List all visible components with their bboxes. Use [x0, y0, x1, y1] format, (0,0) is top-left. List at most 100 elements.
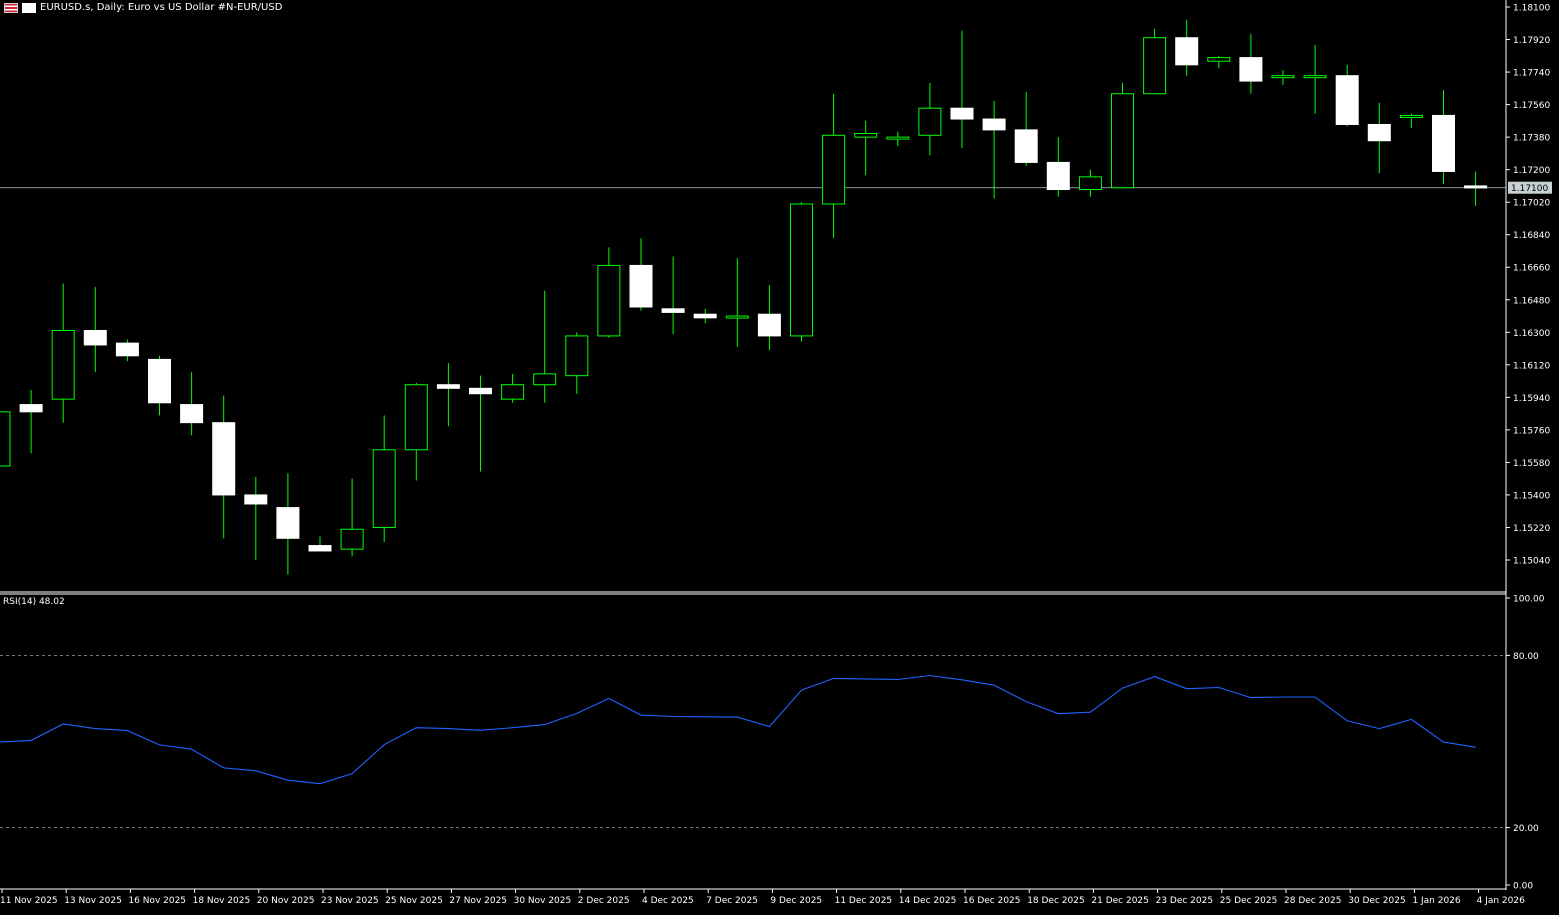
- candle[interactable]: [533, 290, 557, 403]
- candle-body-bear: [982, 118, 1006, 131]
- price-tick-label: 1.16660: [1513, 264, 1550, 274]
- candle[interactable]: [340, 478, 364, 557]
- candle[interactable]: [1175, 19, 1199, 76]
- rsi-series-line[interactable]: [0, 674, 1476, 785]
- candle[interactable]: [1239, 34, 1263, 94]
- candle-body-bull: [1271, 75, 1295, 79]
- chart-menu-icon[interactable]: [22, 2, 36, 13]
- candle-body-bull: [918, 107, 942, 136]
- candle-body-bear: [1239, 57, 1263, 82]
- price-tick-label: 1.15040: [1513, 557, 1550, 567]
- candle[interactable]: [886, 131, 910, 147]
- candle[interactable]: [83, 287, 107, 373]
- chart-title: EURUSD.s, Daily: Euro vs US Dollar #N-EU…: [40, 2, 283, 13]
- candle-body-bull: [1111, 93, 1134, 189]
- candle[interactable]: [212, 395, 236, 539]
- candle[interactable]: [1335, 64, 1359, 127]
- candle[interactable]: [436, 363, 460, 427]
- price-pane[interactable]: [0, 0, 1507, 890]
- time-tick-label: 20 Nov 2025: [257, 896, 315, 906]
- candle[interactable]: [1207, 55, 1231, 69]
- candle[interactable]: [918, 82, 942, 156]
- candle[interactable]: [854, 120, 878, 176]
- candle-body-bear: [244, 494, 268, 505]
- rsi-level-label: 0.00: [1513, 882, 1533, 892]
- candle[interactable]: [1271, 70, 1295, 85]
- candle-body-bull: [372, 449, 396, 528]
- candle[interactable]: [1464, 171, 1488, 206]
- candle[interactable]: [693, 308, 717, 324]
- time-tick-label: 23 Dec 2025: [1156, 896, 1214, 906]
- time-tick-label: 11 Dec 2025: [835, 896, 893, 906]
- candle-body-bear: [1046, 161, 1070, 191]
- candle[interactable]: [822, 93, 846, 239]
- candle-body-bull: [404, 384, 428, 451]
- price-tick-label: 1.17200: [1513, 166, 1550, 176]
- candle-body-bull: [1078, 176, 1102, 191]
- candle[interactable]: [1046, 137, 1070, 197]
- candle[interactable]: [629, 238, 653, 311]
- candle[interactable]: [725, 258, 749, 347]
- candle-body-bear: [1432, 114, 1455, 172]
- candle-body-bull: [886, 136, 910, 140]
- candle[interactable]: [757, 285, 781, 351]
- candle[interactable]: [469, 375, 492, 472]
- price-axis[interactable]: 1.18100 1.17920 1.17740 1.17560 1.17380 1.172…: [1506, 4, 1552, 567]
- current-price-tag: [1508, 181, 1552, 194]
- candle[interactable]: [661, 256, 685, 335]
- candle-body-bull: [1303, 75, 1327, 79]
- candle[interactable]: [180, 372, 204, 436]
- candle[interactable]: [1367, 102, 1391, 174]
- candle-body-bull: [533, 373, 557, 386]
- price-tick-label: 1.15940: [1513, 394, 1550, 404]
- time-tick-label: 4 Dec 2025: [642, 896, 694, 906]
- candle[interactable]: [276, 473, 300, 575]
- candle-body-bull: [0, 411, 11, 467]
- candle[interactable]: [790, 202, 813, 342]
- candle-body-bear: [469, 387, 492, 395]
- candle[interactable]: [565, 332, 589, 394]
- price-tick-label: 1.17380: [1513, 134, 1550, 144]
- chart-title-bar: EURUSD.s, Daily: Euro vs US Dollar #N-EU…: [4, 2, 282, 13]
- rsi-level-label: 100.00: [1513, 595, 1545, 605]
- candle[interactable]: [51, 283, 75, 423]
- candle-body-bear: [212, 422, 236, 496]
- candle[interactable]: [404, 382, 428, 481]
- candle[interactable]: [1399, 113, 1423, 129]
- time-tick-label: 30 Dec 2025: [1348, 896, 1406, 906]
- time-tick-label: 23 Nov 2025: [321, 896, 379, 906]
- candle[interactable]: [950, 30, 974, 148]
- candle[interactable]: [308, 536, 332, 552]
- time-axis[interactable]: 11 Nov 2025 13 Nov 2025 16 Nov 2025 18 Nov …: [0, 889, 1525, 906]
- candle[interactable]: [115, 339, 139, 362]
- candle-body-bear: [115, 342, 139, 357]
- time-tick-label: 11 Nov 2025: [0, 896, 58, 906]
- candle[interactable]: [1078, 169, 1102, 197]
- candle[interactable]: [0, 406, 11, 467]
- candle-body-bear: [19, 404, 43, 413]
- rsi-axis: 100.00 80.00 20.00 0.00: [1506, 595, 1545, 892]
- candle[interactable]: [19, 390, 43, 454]
- candle[interactable]: [597, 247, 621, 338]
- candle[interactable]: [982, 100, 1006, 199]
- candle[interactable]: [148, 355, 171, 416]
- price-tick-label: 1.16480: [1513, 296, 1550, 306]
- candle[interactable]: [244, 476, 268, 560]
- time-tick-label: 18 Nov 2025: [193, 896, 251, 906]
- candle[interactable]: [501, 373, 525, 403]
- price-tick-label: 1.16300: [1513, 329, 1550, 339]
- time-tick-label: 4 Jan 2026: [1477, 896, 1525, 906]
- rsi-pane[interactable]: [0, 655, 1506, 890]
- price-tick-label: 1.18100: [1513, 4, 1550, 14]
- candle[interactable]: [1014, 91, 1038, 167]
- candle-body-bull: [854, 133, 878, 138]
- time-tick-label: 16 Nov 2025: [128, 896, 186, 906]
- candle-body-bull: [51, 329, 75, 400]
- candle[interactable]: [1432, 90, 1455, 185]
- candle[interactable]: [1143, 28, 1167, 95]
- candle[interactable]: [1111, 82, 1134, 189]
- candle[interactable]: [1303, 44, 1327, 114]
- candle[interactable]: [372, 415, 396, 542]
